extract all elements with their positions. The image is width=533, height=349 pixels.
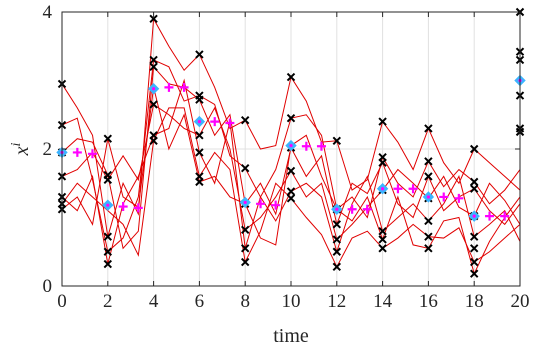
sample-x-marker bbox=[195, 95, 204, 104]
sample-x-marker bbox=[378, 244, 387, 253]
sample-x-marker bbox=[469, 269, 479, 278]
sample-x-marker bbox=[378, 235, 387, 244]
sample-x-marker bbox=[149, 14, 158, 24]
sample-x-marker bbox=[332, 136, 342, 145]
sample-x-marker bbox=[332, 247, 342, 256]
sample-x-marker bbox=[332, 262, 342, 272]
sample-x-marker bbox=[378, 158, 387, 167]
sample-x-marker bbox=[469, 244, 479, 253]
prediction-plus-marker bbox=[133, 203, 143, 213]
prediction-plus-marker bbox=[439, 192, 449, 202]
prediction-plus-marker bbox=[72, 147, 82, 157]
sample-x-marker bbox=[469, 257, 479, 267]
estimate-center-dot bbox=[152, 87, 156, 91]
prediction-plus-marker bbox=[87, 149, 97, 159]
sample-x-marker bbox=[103, 175, 113, 185]
sample-x-marker bbox=[149, 55, 158, 65]
prediction-plus-marker bbox=[500, 211, 510, 221]
sample-x-marker bbox=[103, 247, 113, 256]
sample-x-marker bbox=[286, 72, 296, 82]
tick-layer: 0 2 4 6 8 10 12 14 16 18 20 0 2 4 bbox=[43, 2, 530, 312]
y-tick-label: 2 bbox=[43, 139, 53, 160]
sample-x-marker bbox=[378, 117, 387, 126]
estimate-center-dot bbox=[243, 200, 247, 205]
x-tick-label: 10 bbox=[282, 291, 301, 312]
prediction-plus-marker bbox=[164, 82, 174, 92]
prediction-plus-marker bbox=[271, 200, 281, 210]
sample-x-marker bbox=[240, 257, 250, 267]
sample-x-marker bbox=[469, 144, 479, 154]
sample-x-marker bbox=[286, 194, 296, 203]
prediction-plus-marker bbox=[316, 141, 326, 151]
sample-x-marker bbox=[378, 226, 387, 236]
sample-x-marker bbox=[195, 148, 204, 157]
prediction-marker-layer bbox=[72, 82, 510, 221]
sample-x-marker bbox=[424, 244, 433, 253]
prediction-plus-marker bbox=[347, 204, 357, 214]
sample-x-marker bbox=[332, 235, 342, 244]
prediction-plus-marker bbox=[362, 204, 372, 214]
estimate-center-dot bbox=[335, 207, 339, 211]
estimate-center-dot bbox=[426, 195, 430, 199]
sample-x-marker bbox=[103, 259, 113, 269]
prediction-plus-marker bbox=[454, 193, 464, 203]
sample-x-marker bbox=[240, 163, 250, 173]
y-tick-label: 0 bbox=[43, 276, 53, 297]
prediction-plus-marker bbox=[301, 141, 311, 151]
sample-x-marker bbox=[240, 244, 250, 253]
estimate-center-dot bbox=[472, 214, 476, 218]
x-tick-label: 8 bbox=[240, 291, 250, 312]
prediction-plus-marker bbox=[485, 211, 495, 221]
sample-x-marker bbox=[103, 232, 113, 241]
sample-x-marker bbox=[149, 136, 158, 145]
sample-x-marker bbox=[103, 134, 113, 143]
sample-x-marker bbox=[424, 157, 433, 166]
sample-x-marker bbox=[195, 177, 204, 187]
sample-x-marker bbox=[149, 62, 158, 72]
x-tick-label: 6 bbox=[195, 291, 205, 312]
prediction-plus-marker bbox=[179, 82, 189, 92]
sample-x-marker bbox=[424, 172, 433, 181]
sample-x-marker bbox=[424, 124, 433, 133]
sample-x-marker bbox=[332, 220, 342, 229]
sample-x-marker bbox=[195, 50, 204, 59]
x-tick-label: 16 bbox=[419, 291, 438, 312]
estimate-center-dot bbox=[197, 120, 201, 124]
sample-x-marker bbox=[286, 166, 296, 176]
prediction-plus-marker bbox=[256, 199, 266, 209]
x-tick-label: 14 bbox=[373, 291, 393, 312]
sample-x-marker bbox=[424, 216, 433, 226]
sample-x-marker bbox=[424, 232, 433, 241]
prediction-plus-marker bbox=[393, 184, 403, 194]
estimate-center-dot bbox=[106, 203, 110, 207]
x-tick-label: 12 bbox=[327, 291, 346, 312]
sample-x-marker bbox=[149, 100, 158, 109]
sample-x-marker bbox=[469, 177, 479, 187]
sample-x-marker bbox=[469, 184, 479, 193]
prediction-plus-marker bbox=[118, 202, 128, 212]
x-tick-label: 4 bbox=[149, 291, 159, 312]
sample-x-marker bbox=[240, 225, 250, 235]
prediction-plus-marker bbox=[210, 117, 220, 127]
estimate-center-dot bbox=[381, 187, 385, 191]
sample-x-marker bbox=[469, 232, 479, 241]
sample-marker-layer bbox=[57, 7, 525, 278]
sample-x-marker bbox=[240, 116, 250, 125]
x-tick-label: 18 bbox=[465, 291, 484, 312]
estimate-center-dot bbox=[289, 143, 293, 148]
x-tick-label: 0 bbox=[57, 291, 67, 312]
sample-x-marker bbox=[286, 113, 296, 123]
y-axis-label: xi bbox=[9, 143, 33, 157]
sample-x-marker bbox=[195, 131, 204, 140]
prediction-plus-marker bbox=[408, 184, 418, 194]
x-axis-label: time bbox=[273, 325, 309, 347]
y-tick-label: 4 bbox=[43, 2, 53, 23]
sample-x-marker bbox=[286, 187, 296, 196]
x-tick-label: 2 bbox=[103, 291, 113, 312]
x-tick-label: 20 bbox=[511, 291, 530, 312]
prediction-plus-marker bbox=[225, 118, 235, 128]
